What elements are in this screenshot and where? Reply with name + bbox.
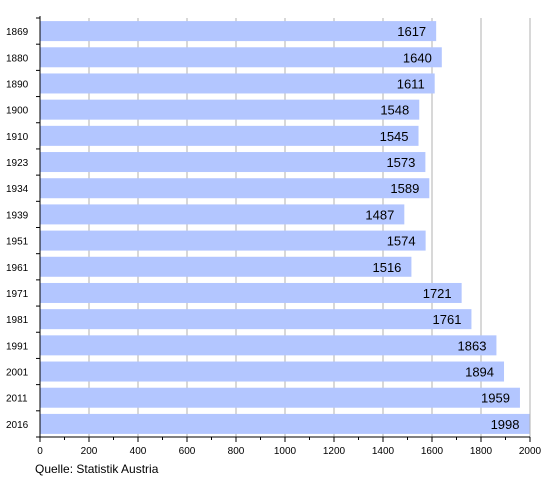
x-tick-label-600: 600 (179, 446, 196, 457)
category-label-1890: 1890 (6, 79, 29, 90)
data-label-1939: 1487 (365, 207, 394, 222)
source-note: Quelle: Statistik Austria (35, 462, 159, 476)
data-label-1880: 1640 (403, 50, 432, 65)
bar-2001 (40, 361, 505, 382)
category-label-1934: 1934 (6, 184, 29, 195)
bar-1900 (40, 99, 420, 120)
bar-1939 (40, 204, 405, 225)
data-label-2016: 1998 (491, 417, 520, 432)
data-label-1981: 1761 (433, 312, 462, 327)
x-tick-label-1200: 1200 (323, 446, 346, 457)
data-label-2001: 1894 (465, 365, 494, 380)
bar-1951 (40, 230, 426, 251)
x-tick-label-1400: 1400 (372, 446, 395, 457)
bar-1869 (40, 21, 437, 42)
x-tick-label-800: 800 (228, 446, 245, 457)
x-tick-label-200: 200 (81, 446, 98, 457)
data-label-2011: 1959 (481, 391, 510, 406)
bar-2011 (40, 387, 520, 408)
bar-1991 (40, 335, 497, 356)
bar-1880 (40, 47, 442, 68)
x-tick-label-400: 400 (130, 446, 147, 457)
category-label-1900: 1900 (6, 106, 29, 117)
category-label-2001: 2001 (6, 368, 29, 379)
category-label-1961: 1961 (6, 263, 29, 274)
bar-1890 (40, 73, 435, 94)
x-tick-label-1000: 1000 (274, 446, 297, 457)
bar-1910 (40, 125, 419, 146)
data-label-1991: 1863 (458, 338, 487, 353)
bar-1934 (40, 178, 430, 199)
category-label-1880: 1880 (6, 53, 29, 64)
data-label-1869: 1617 (397, 24, 426, 39)
data-label-1934: 1589 (390, 181, 419, 196)
data-label-1971: 1721 (423, 286, 452, 301)
data-label-1900: 1548 (380, 103, 409, 118)
bar-2016 (40, 413, 530, 434)
category-label-1939: 1939 (6, 210, 29, 221)
category-label-1971: 1971 (6, 289, 29, 300)
category-label-1923: 1923 (6, 158, 29, 169)
x-tick-label-2000: 2000 (519, 446, 542, 457)
data-label-1951: 1574 (387, 234, 416, 249)
category-label-1981: 1981 (6, 315, 29, 326)
data-label-1890: 1611 (397, 76, 425, 91)
category-label-1869: 1869 (6, 27, 29, 38)
data-label-1910: 1545 (380, 129, 409, 144)
data-label-1923: 1573 (386, 155, 415, 170)
category-label-1991: 1991 (6, 341, 29, 352)
data-label-1961: 1516 (372, 260, 401, 275)
bar-1961 (40, 256, 412, 277)
bar-1923 (40, 152, 426, 173)
bar-1971 (40, 282, 462, 303)
category-label-1951: 1951 (6, 237, 29, 248)
category-label-2011: 2011 (6, 394, 28, 405)
bar-1981 (40, 309, 472, 330)
category-label-2016: 2016 (6, 420, 29, 431)
category-label-1910: 1910 (6, 132, 29, 143)
x-tick-label-1600: 1600 (421, 446, 444, 457)
x-tick-label-0: 0 (37, 446, 43, 457)
x-tick-label-1800: 1800 (470, 446, 493, 457)
